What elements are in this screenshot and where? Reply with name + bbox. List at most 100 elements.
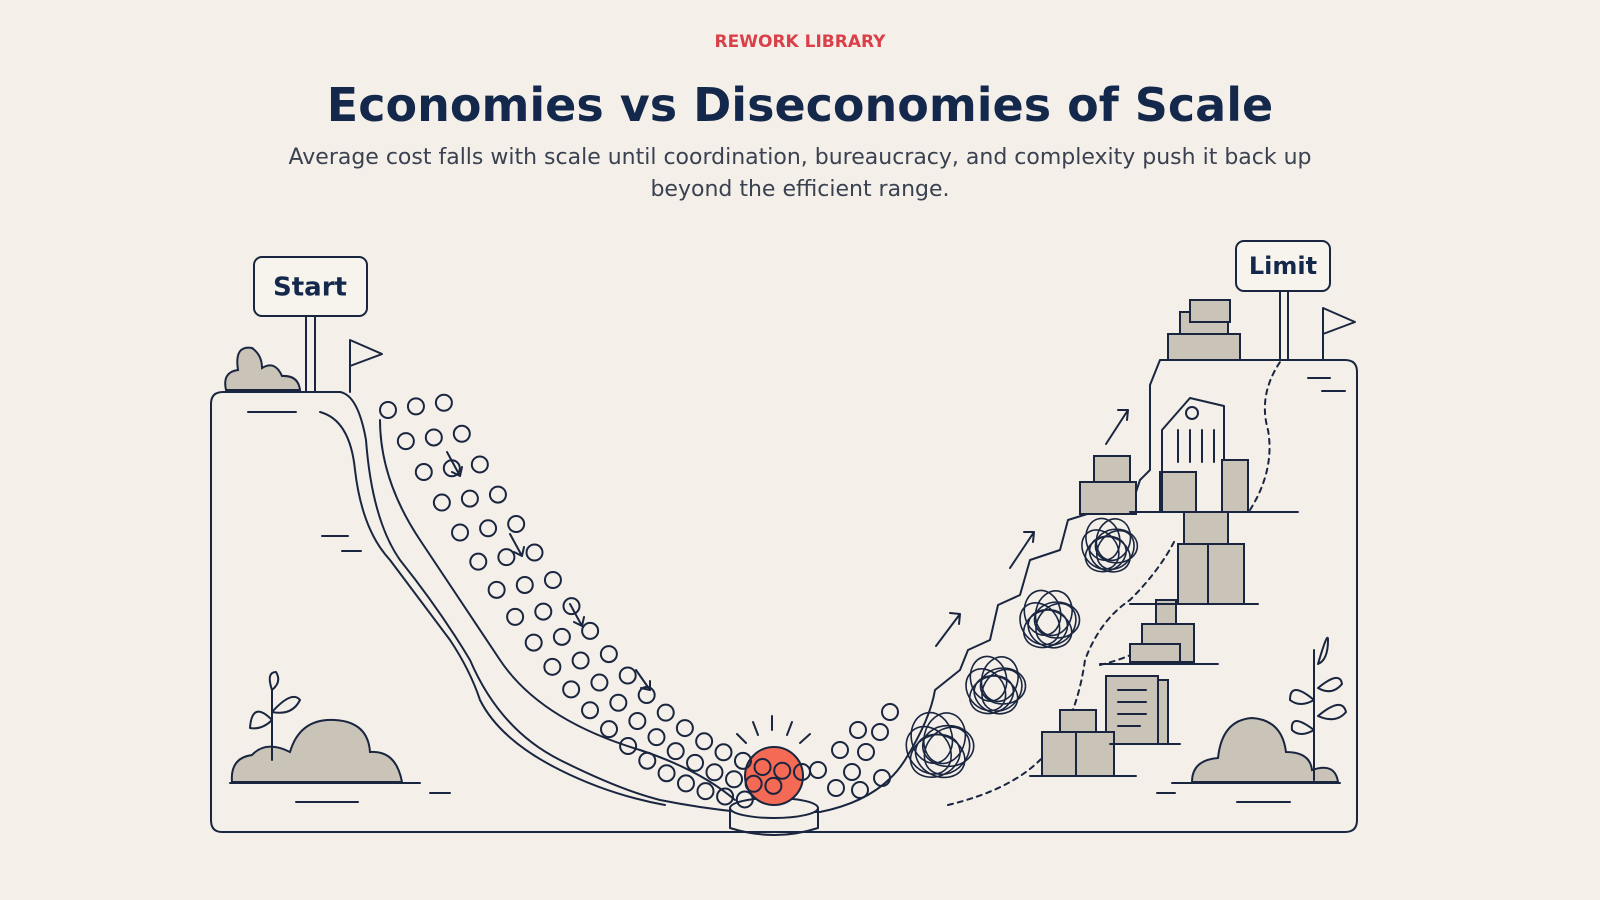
- knot-loop: [1035, 602, 1077, 646]
- unit: [871, 723, 889, 741]
- unit: [725, 770, 744, 789]
- subtitle: Average cost falls with scale until coor…: [288, 145, 1312, 202]
- unit: [695, 732, 714, 751]
- unit: [543, 657, 562, 676]
- unit: [487, 580, 506, 599]
- bush: [224, 346, 302, 391]
- unit: [716, 787, 735, 806]
- ground-marks: [247, 377, 1346, 803]
- knot-loop: [1019, 602, 1061, 646]
- unit: [406, 397, 425, 416]
- unit: [753, 758, 772, 777]
- unit: [379, 401, 397, 419]
- knot-loop: [980, 656, 1019, 703]
- unit: [460, 489, 479, 508]
- unit: [675, 719, 694, 738]
- unit: [764, 776, 783, 795]
- unit: [666, 742, 685, 761]
- unit: [686, 753, 705, 772]
- unit: [470, 455, 489, 474]
- unit: [524, 633, 543, 652]
- knot-loop: [1095, 529, 1135, 571]
- unit: [849, 721, 867, 739]
- bush: [230, 718, 404, 783]
- unit: [571, 651, 590, 670]
- start-label: Start: [273, 273, 347, 303]
- limit-sign: [1235, 240, 1331, 292]
- unit: [534, 602, 553, 621]
- plants: [229, 636, 1347, 784]
- unit: [506, 607, 525, 626]
- unit: [827, 779, 845, 797]
- eyebrow: REWORK LIBRARY: [714, 32, 886, 52]
- unit: [696, 782, 715, 801]
- unit: [507, 515, 526, 534]
- unit: [600, 720, 619, 739]
- arrows: [446, 409, 1129, 691]
- unit: [733, 751, 752, 770]
- unit: [442, 459, 461, 478]
- unit: [581, 701, 600, 720]
- unit: [851, 781, 869, 799]
- unit: [735, 790, 754, 809]
- knot-loop: [981, 668, 1023, 712]
- title: Economies vs Diseconomies of Scale: [326, 78, 1274, 132]
- start-sign: [253, 256, 368, 317]
- unit: [881, 703, 899, 721]
- unit: [843, 763, 861, 781]
- slope-line: [319, 411, 666, 806]
- unit: [656, 703, 675, 722]
- knot-loop: [1084, 535, 1127, 573]
- unit: [657, 764, 676, 783]
- unit: [637, 686, 656, 705]
- unit: [744, 774, 763, 793]
- unit: [647, 728, 666, 747]
- unit: [552, 627, 571, 646]
- unit: [562, 680, 581, 699]
- unit: [873, 769, 891, 787]
- knot-loop: [1081, 529, 1120, 570]
- unit: [628, 711, 647, 730]
- knot-loop: [1095, 518, 1132, 562]
- unit: [396, 432, 415, 451]
- slope-line: [379, 419, 736, 801]
- unit: [424, 428, 443, 447]
- sign-post: [305, 315, 383, 393]
- knot-loop: [905, 725, 953, 775]
- unit: [714, 743, 733, 762]
- unit: [488, 485, 507, 504]
- complexity-knots: [905, 517, 1139, 779]
- unit: [469, 552, 488, 571]
- unit: [581, 621, 600, 640]
- rays: [736, 715, 811, 744]
- unit: [497, 548, 516, 567]
- unit: [676, 774, 695, 793]
- unit: [638, 751, 657, 770]
- sign-post: [1279, 290, 1356, 361]
- unit: [618, 666, 637, 685]
- unit: [773, 761, 792, 780]
- unit: [452, 424, 471, 443]
- unit: [809, 761, 827, 779]
- knot-loop: [1034, 590, 1073, 637]
- knot-loop: [965, 668, 1007, 712]
- limit-label: Limit: [1249, 252, 1317, 280]
- units: [379, 393, 899, 809]
- knot-loop: [1022, 609, 1069, 649]
- unit: [414, 463, 433, 482]
- unit: [831, 741, 849, 759]
- unit: [857, 743, 875, 761]
- unit: [451, 523, 470, 542]
- unit: [609, 693, 628, 712]
- buildings: [1029, 299, 1299, 777]
- unit: [543, 570, 562, 589]
- knot-loop: [968, 675, 1015, 715]
- unit: [619, 737, 638, 756]
- knot-loop: [923, 726, 971, 776]
- unit: [705, 763, 724, 782]
- knot-loop: [923, 712, 967, 765]
- knot-loop: [909, 733, 961, 778]
- unit: [479, 519, 498, 538]
- unit: [562, 597, 581, 616]
